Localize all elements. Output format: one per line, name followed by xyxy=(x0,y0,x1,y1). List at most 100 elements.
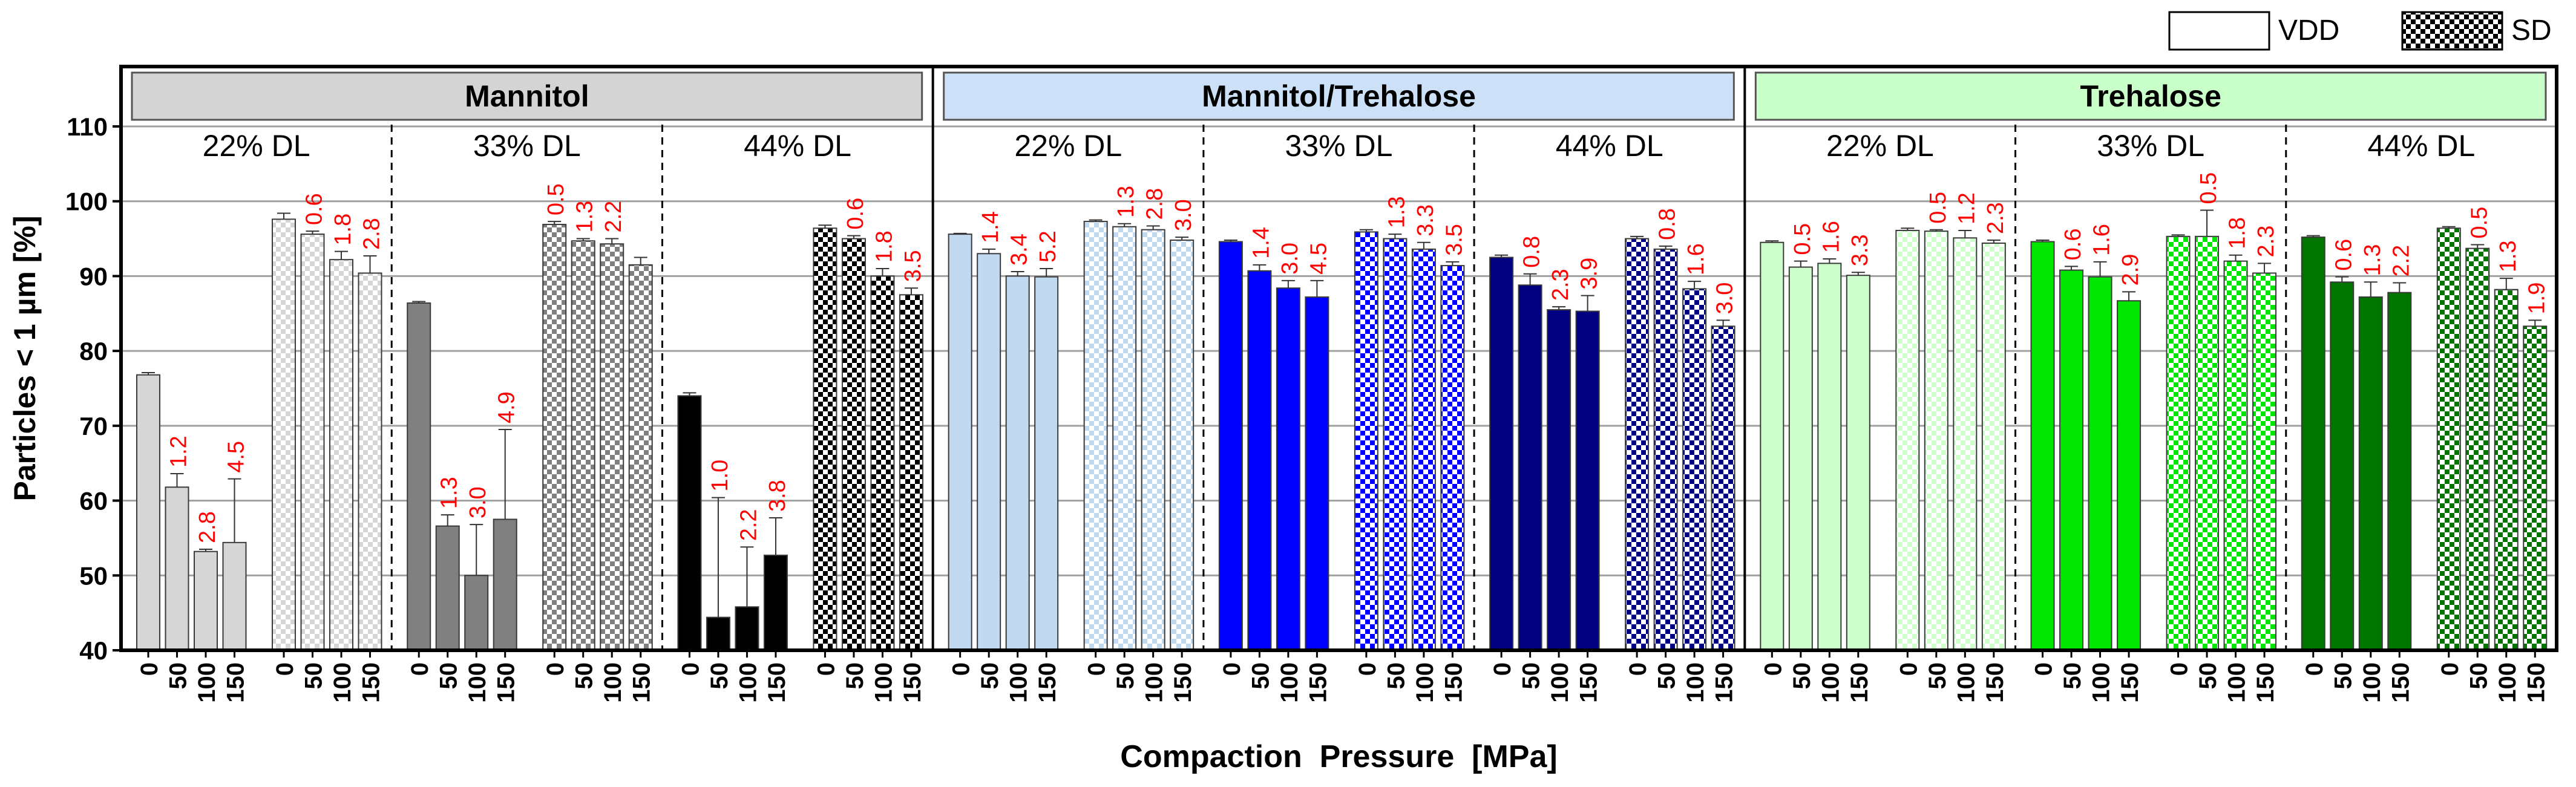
x-tick-label: 50 xyxy=(2195,662,2221,690)
bar-vdd xyxy=(1276,287,1300,651)
data-label: 1.0 xyxy=(707,460,733,492)
data-label: 4.5 xyxy=(1306,243,1331,275)
bar-vdd xyxy=(977,253,1001,651)
x-tick-label: 150 xyxy=(1170,662,1196,703)
data-label: 1.8 xyxy=(330,214,356,246)
x-tick-label: 50 xyxy=(1112,662,1139,690)
bar-vdd xyxy=(1518,284,1542,651)
data-label: 0.5 xyxy=(2196,172,2221,204)
legend: VDD SD xyxy=(2168,11,2552,51)
x-tick-label: 100 xyxy=(1682,662,1709,703)
data-label: 0.6 xyxy=(2331,239,2356,271)
bar-vdd xyxy=(407,302,431,651)
x-tick-label: 50 xyxy=(165,662,192,690)
bar-vdd xyxy=(2358,296,2383,651)
data-label: 1.3 xyxy=(2360,244,2385,276)
bar-vdd xyxy=(948,233,972,651)
gridlines xyxy=(121,125,2557,576)
x-tick-label: 150 xyxy=(1305,662,1331,703)
x-tick-label: 50 xyxy=(706,662,733,690)
x-tick-label: 100 xyxy=(2224,662,2250,703)
bar-vdd xyxy=(1846,275,1870,651)
legend-label: VDD xyxy=(2278,15,2339,47)
x-tick-label: 150 xyxy=(1982,662,2008,703)
bar-vdd xyxy=(222,541,247,651)
data-label: 2.3 xyxy=(1548,269,1573,301)
subgroup-label: 33% DL xyxy=(2097,129,2204,163)
data-label: 0.6 xyxy=(302,193,327,225)
x-tick-label: 150 xyxy=(1440,662,1467,703)
data-label: 3.9 xyxy=(1577,258,1602,290)
data-label: 4.5 xyxy=(224,441,249,473)
data-label: 1.2 xyxy=(1954,192,1979,224)
x-tick-label: 150 xyxy=(223,662,249,703)
data-label: 3.0 xyxy=(1171,199,1196,231)
x-tick-label: 0 xyxy=(136,662,163,676)
data-label: 2.2 xyxy=(601,201,626,233)
bar-sd xyxy=(2523,325,2548,651)
data-label: 2.2 xyxy=(2388,245,2414,277)
x-axis-title: Compaction Pressure [MPa] xyxy=(1120,739,1557,774)
x-tick-label: 0 xyxy=(1219,662,1245,676)
x-tick-label: 150 xyxy=(358,662,385,703)
x-tick-label: 150 xyxy=(1576,662,1602,703)
data-label: 2.8 xyxy=(195,511,220,543)
bar-sd xyxy=(628,264,653,651)
data-label: 0.5 xyxy=(1925,192,1951,224)
data-label: 3.4 xyxy=(1007,233,1032,266)
bar-vdd xyxy=(165,486,189,651)
bar-sd xyxy=(1711,325,1735,651)
bar-sd xyxy=(1625,238,1650,651)
data-label: 0.8 xyxy=(1655,208,1680,240)
x-tick-label: 50 xyxy=(1247,662,1274,690)
bar-sd xyxy=(2252,272,2277,651)
data-label: 0.5 xyxy=(1790,223,1815,255)
x-tick-label: 100 xyxy=(1412,662,1438,703)
bar-vdd xyxy=(464,575,489,651)
bar-vdd xyxy=(706,616,730,651)
x-tick-label: 100 xyxy=(329,662,356,703)
x-tick-label: 0 xyxy=(2031,662,2057,676)
bar-vdd xyxy=(1788,266,1813,651)
x-tick-label: 0 xyxy=(272,662,298,676)
bar-sd xyxy=(600,243,624,651)
bar-vdd xyxy=(677,395,702,651)
data-label: 1.6 xyxy=(1818,221,1844,253)
x-tick-label: 50 xyxy=(1654,662,1680,690)
bar-vdd xyxy=(2301,237,2325,651)
group-headers: Mannitol Mannitol/Trehalose Trehalose xyxy=(131,71,2547,121)
bar-sd xyxy=(358,272,382,651)
data-label: 2.2 xyxy=(736,509,761,541)
legend-label: SD xyxy=(2511,15,2552,47)
data-label: 1.4 xyxy=(978,211,1003,243)
bar-vdd xyxy=(1817,263,1842,651)
group-header-label: Trehalose xyxy=(2080,79,2221,113)
x-tick-label: 0 xyxy=(2166,662,2193,676)
bar-vdd xyxy=(1760,241,1785,651)
data-label: 1.8 xyxy=(871,230,897,263)
bar-vdd xyxy=(1547,309,1571,651)
x-tick-label: 0 xyxy=(1084,662,1110,676)
bar-sd xyxy=(2436,227,2461,651)
x-tick-label: 50 xyxy=(1518,662,1545,690)
bar-sd xyxy=(1112,226,1137,651)
bar-sd xyxy=(571,240,595,651)
group-dividers xyxy=(390,67,2287,650)
data-label: 3.3 xyxy=(1847,234,1873,266)
subgroup-label: 22% DL xyxy=(203,129,310,163)
bar-sd xyxy=(1981,242,2006,651)
data-label: 3.0 xyxy=(1712,282,1738,315)
subgroup-label: 44% DL xyxy=(2367,129,2475,163)
x-tick-label: 50 xyxy=(2330,662,2356,690)
bar-sd xyxy=(300,233,325,651)
data-label: 3.5 xyxy=(900,250,926,282)
x-tick-label: 50 xyxy=(2059,662,2086,690)
bar-sd xyxy=(1170,240,1195,651)
bar-vdd xyxy=(493,518,517,651)
data-label: 2.8 xyxy=(1142,188,1168,220)
x-tick-label: 100 xyxy=(1953,662,1979,703)
legend-swatch-sd xyxy=(2401,11,2503,51)
subgroup-label: 44% DL xyxy=(1556,129,1663,163)
x-tick-label: 50 xyxy=(571,662,598,690)
x-tick-label: 100 xyxy=(600,662,626,703)
